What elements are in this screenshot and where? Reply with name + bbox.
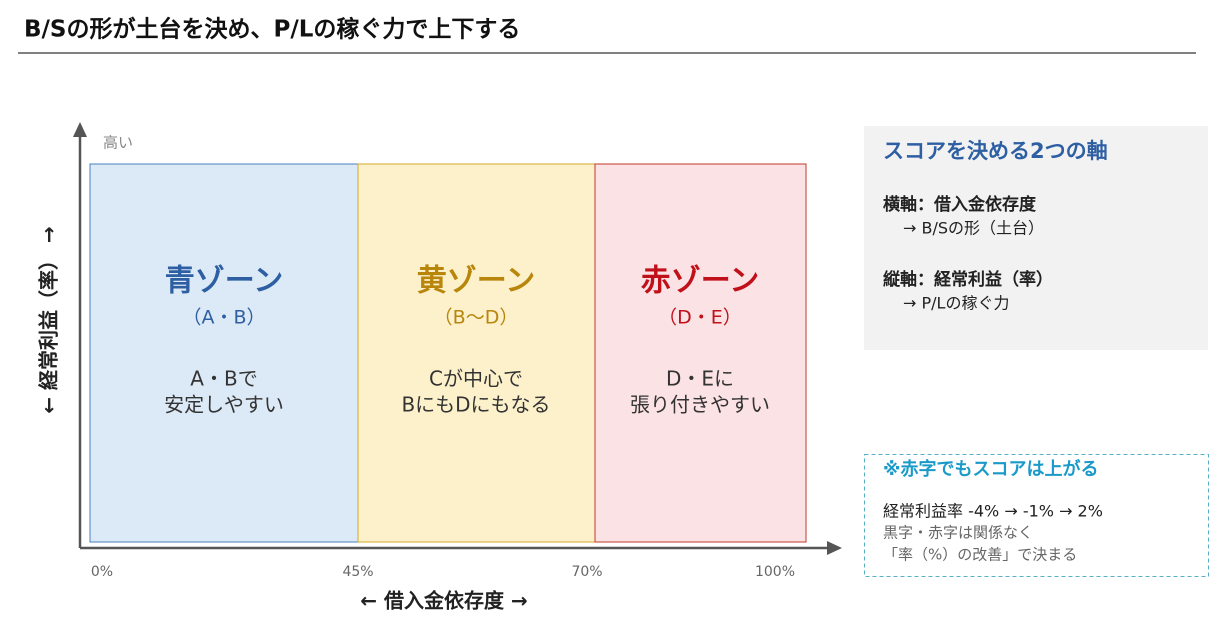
x-tick: 0%	[91, 564, 113, 580]
zone-desc: BにもDにもなる	[401, 393, 550, 417]
blue-zone	[89, 163, 359, 543]
x-tick: 45%	[342, 564, 373, 580]
zone-name: 青ゾーン	[165, 264, 284, 299]
zone-desc: A・Bで	[190, 367, 257, 391]
zone-desc: Cが中心で	[429, 367, 523, 391]
zone-desc: D・Eに	[666, 367, 734, 391]
y-top-label: 高い	[103, 134, 133, 152]
slide-title: B/Sの形が土台を決め、P/Lの稼ぐ力で上下する	[24, 16, 520, 43]
x-tick: 100%	[755, 564, 795, 580]
zone-grades: （D・E）	[658, 307, 742, 329]
panel-title: スコアを決める2つの軸	[883, 139, 1108, 163]
x-tick: 70%	[571, 564, 602, 580]
zone-desc: 張り付きやすい	[630, 393, 770, 417]
note-line: 「率（%）の改善」で決まる	[883, 546, 1077, 564]
note-panel	[864, 454, 1209, 577]
x-axis-label: ← 借入金依存度 →	[360, 589, 527, 613]
zone-name: 黄ゾーン	[417, 264, 536, 299]
zone-grades: （A・B）	[182, 307, 265, 329]
note-title: ※赤字でもスコアは上がる	[883, 458, 1099, 480]
zone-grades: （B〜D）	[434, 307, 519, 329]
red-zone	[594, 163, 807, 543]
x-arrow	[827, 541, 842, 555]
y-axis-label: ← 経常利益（率） →	[37, 226, 61, 413]
axis-item-label: 横軸：借入金依存度	[883, 194, 1037, 215]
note-line: 経常利益率 -4% → -1% → 2%	[883, 502, 1103, 521]
zone-name: 赤ゾーン	[641, 264, 760, 299]
zone-desc: 安定しやすい	[164, 393, 284, 417]
yellow-zone	[357, 163, 596, 543]
y-arrow	[73, 122, 87, 137]
note-line: 黒字・赤字は関係なく	[883, 524, 1033, 542]
axis-item-label: 縦軸：経常利益（率）	[883, 269, 1053, 290]
axes-panel	[864, 126, 1208, 350]
axis-item-detail: → P/Lの稼ぐ力	[903, 294, 1009, 313]
axis-item-detail: → B/Sの形（土台）	[903, 219, 1044, 238]
